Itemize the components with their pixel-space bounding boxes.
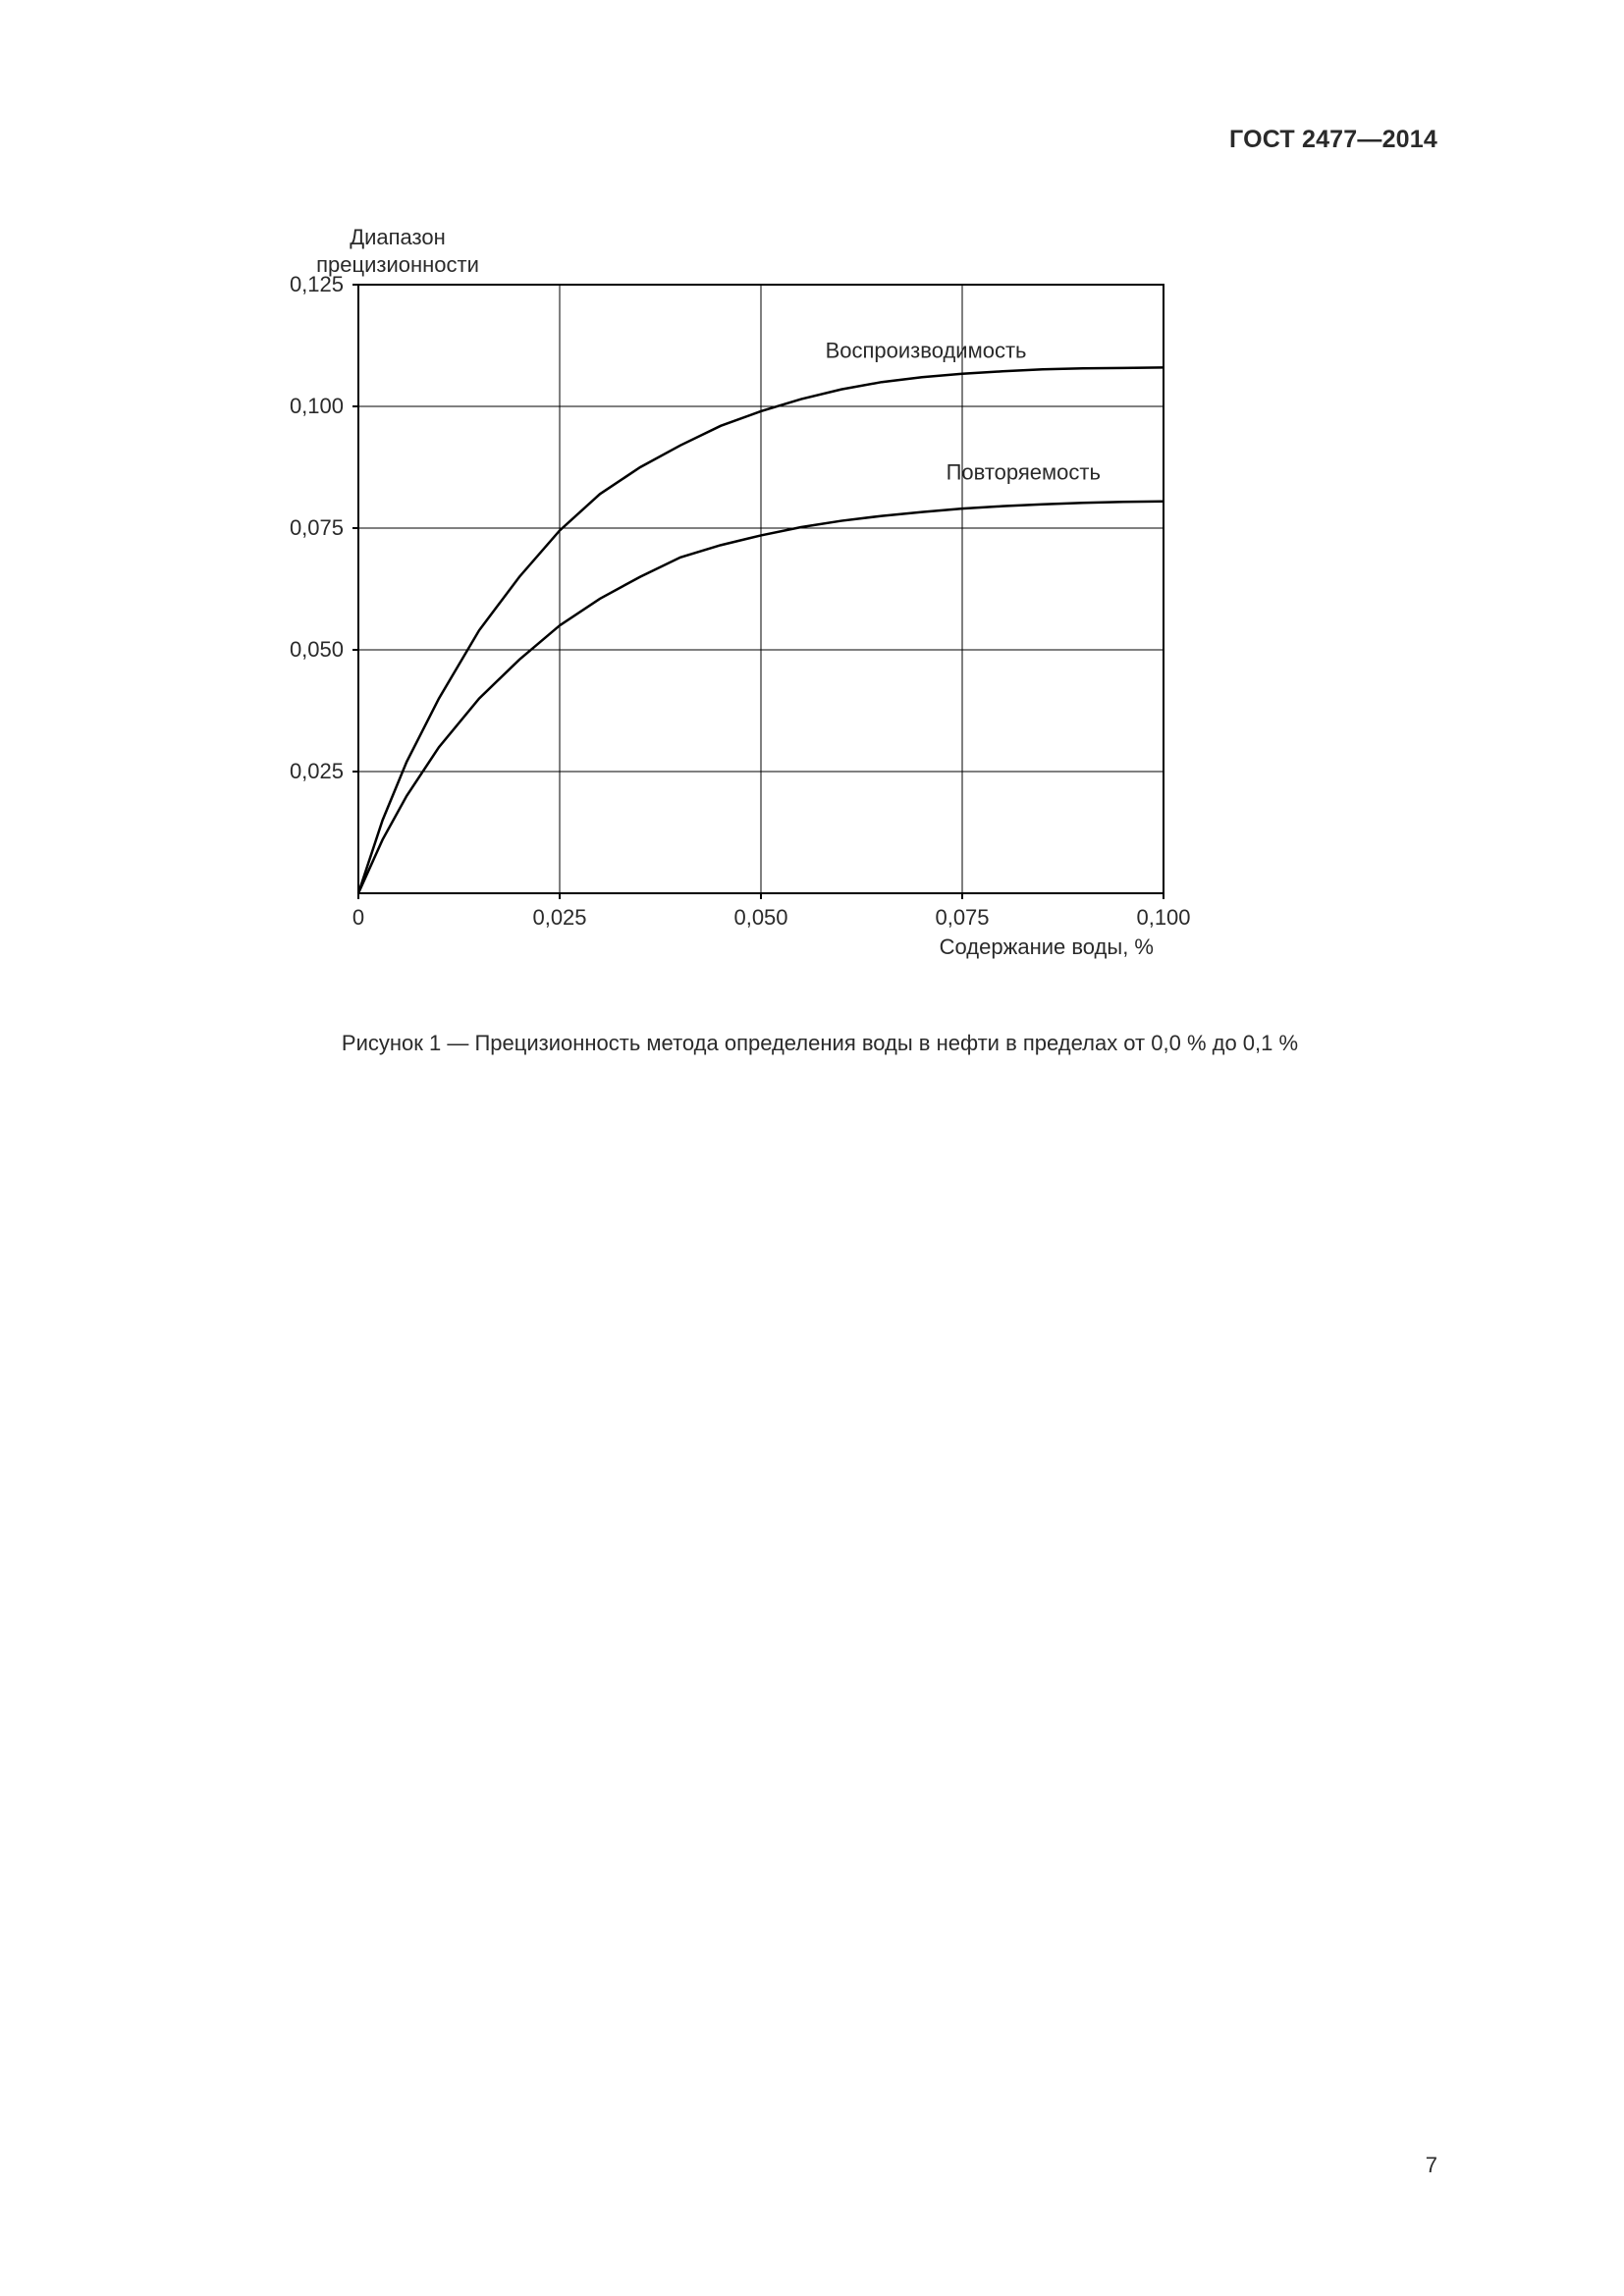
- svg-text:0,100: 0,100: [290, 394, 344, 418]
- page: ГОСТ 2477—2014 Диапазон прецизионности 0…: [0, 0, 1624, 2296]
- document-id: ГОСТ 2477—2014: [1229, 126, 1437, 154]
- svg-text:Содержание воды, %: Содержание воды, %: [940, 934, 1154, 959]
- y-axis-title: Диапазон прецизионности: [299, 224, 496, 278]
- svg-text:Воспроизводимость: Воспроизводимость: [826, 338, 1027, 362]
- svg-text:0,050: 0,050: [290, 637, 344, 662]
- svg-text:0,050: 0,050: [733, 905, 787, 930]
- svg-text:0,025: 0,025: [290, 759, 344, 783]
- precision-chart: 0,0250,0500,0750,1000,12500,0250,0500,07…: [221, 206, 1222, 1001]
- svg-text:0,025: 0,025: [532, 905, 586, 930]
- figure-1: Диапазон прецизионности 0,025 0,050 0,075 0…: [172, 206, 1468, 1001]
- svg-text:0,075: 0,075: [935, 905, 989, 930]
- svg-text:0,100: 0,100: [1136, 905, 1190, 930]
- svg-text:0,075: 0,075: [290, 515, 344, 540]
- svg-text:0: 0: [352, 905, 364, 930]
- page-number: 7: [1426, 2153, 1437, 2178]
- svg-text:Повторяемость: Повторяемость: [947, 459, 1101, 484]
- figure-caption: Рисунок 1 — Прецизионность метода опреде…: [172, 1031, 1468, 1056]
